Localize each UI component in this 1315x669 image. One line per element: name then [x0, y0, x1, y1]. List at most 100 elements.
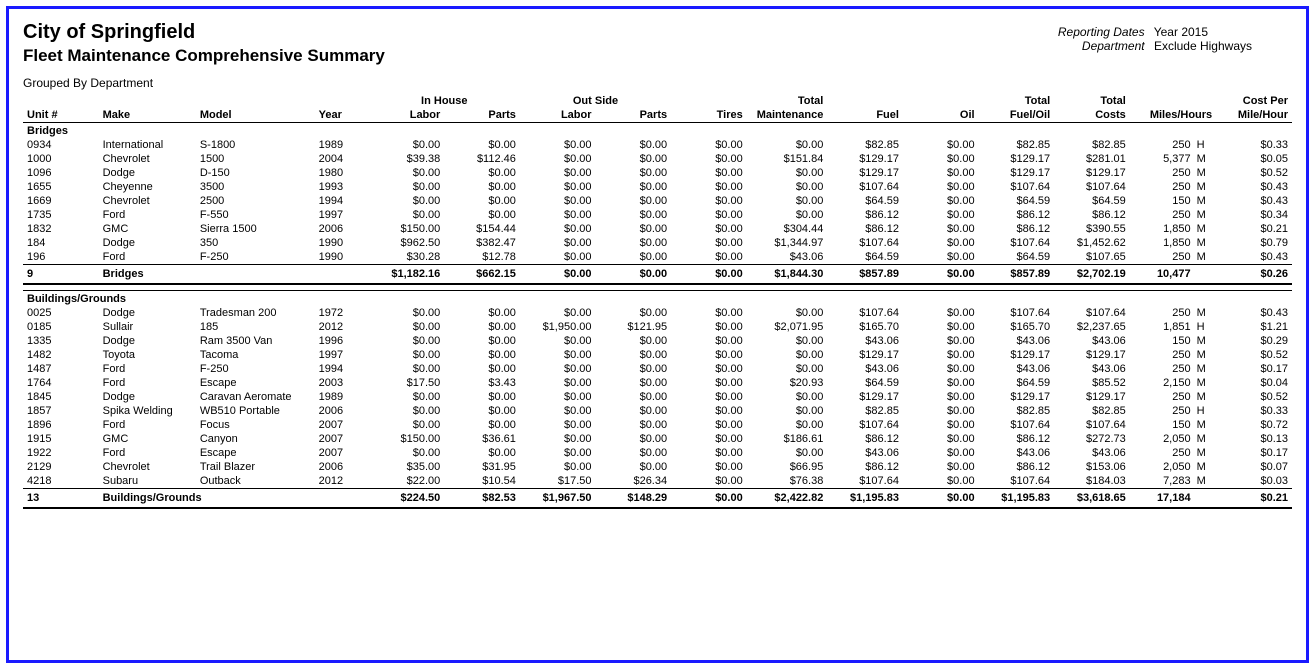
total_costs-cell: $153.06: [1054, 460, 1130, 474]
miles-cell: 5,377: [1130, 152, 1195, 166]
col-fuel: Fuel: [827, 108, 903, 123]
total_maint-cell: $0.00: [747, 404, 828, 418]
year-cell: 2006: [315, 404, 369, 418]
ih_parts-cell: $0.00: [444, 334, 520, 348]
miles-cell: 1,851: [1130, 320, 1195, 334]
unit-cell: 1000: [23, 152, 99, 166]
ih_parts-cell: $0.00: [444, 320, 520, 334]
os_labor-cell: $0.00: [520, 446, 596, 460]
unit-type-cell: M: [1195, 250, 1217, 265]
group-count: 13: [23, 488, 99, 508]
total_costs-cell: $43.06: [1054, 362, 1130, 376]
total_fueloil-cell: $86.12: [979, 460, 1055, 474]
make-cell: Toyota: [99, 348, 196, 362]
total_maint-cell: $0.00: [747, 166, 828, 180]
total_maint-cell: $20.93: [747, 376, 828, 390]
tires-cell: $0.00: [671, 166, 747, 180]
table-row: 4218SubaruOutback2012$22.00$10.54$17.50$…: [23, 474, 1292, 489]
miles-cell: 250: [1130, 362, 1195, 376]
miles-cell: 250: [1130, 250, 1195, 265]
os_parts-cell: $0.00: [596, 222, 672, 236]
col-oil: Oil: [903, 108, 979, 123]
table-row: 0025DodgeTradesman 2001972$0.00$0.00$0.0…: [23, 306, 1292, 320]
table-row: 1764FordEscape2003$17.50$3.43$0.00$0.00$…: [23, 376, 1292, 390]
cost-per-cell: $0.43: [1216, 306, 1292, 320]
total_maint-cell: $0.00: [747, 180, 828, 194]
ih_parts-cell: $10.54: [444, 474, 520, 489]
os_parts-cell: $0.00: [596, 236, 672, 250]
table-row: 1669Chevrolet25001994$0.00$0.00$0.00$0.0…: [23, 194, 1292, 208]
os_labor-cell: $0.00: [520, 334, 596, 348]
total_fueloil-cell: $64.59: [979, 194, 1055, 208]
ih_parts-cell: $382.47: [444, 236, 520, 250]
total-os_labor: $0.00: [520, 265, 596, 285]
group-total-name: Buildings/Grounds: [99, 488, 369, 508]
tires-cell: $0.00: [671, 194, 747, 208]
os_labor-cell: $0.00: [520, 348, 596, 362]
total-miles: 17,184: [1130, 488, 1195, 508]
total_fueloil-cell: $43.06: [979, 446, 1055, 460]
year-cell: 1997: [315, 208, 369, 222]
tires-cell: $0.00: [671, 334, 747, 348]
model-cell: Trail Blazer: [196, 460, 315, 474]
os_labor-cell: $0.00: [520, 250, 596, 265]
total_fueloil-cell: $107.64: [979, 418, 1055, 432]
total_fueloil-cell: $82.85: [979, 138, 1055, 152]
table-row: 1922FordEscape2007$0.00$0.00$0.00$0.00$0…: [23, 446, 1292, 460]
tires-cell: $0.00: [671, 390, 747, 404]
model-cell: D-150: [196, 166, 315, 180]
make-cell: Ford: [99, 418, 196, 432]
unit-type-cell: M: [1195, 236, 1217, 250]
total-ih_labor: $1,182.16: [369, 265, 445, 285]
make-cell: Cheyenne: [99, 180, 196, 194]
make-cell: GMC: [99, 432, 196, 446]
make-cell: Ford: [99, 208, 196, 222]
os_labor-cell: $0.00: [520, 236, 596, 250]
unit-type-cell: M: [1195, 348, 1217, 362]
make-cell: Dodge: [99, 236, 196, 250]
report-header: City of Springfield Fleet Maintenance Co…: [23, 21, 1292, 76]
total-total_fueloil: $1,195.83: [979, 488, 1055, 508]
oil-cell: $0.00: [903, 404, 979, 418]
cost-per-cell: $0.33: [1216, 138, 1292, 152]
unit-cell: 1922: [23, 446, 99, 460]
cost-per-cell: $0.72: [1216, 418, 1292, 432]
total-tires: $0.00: [671, 265, 747, 285]
model-cell: Sierra 1500: [196, 222, 315, 236]
total_fueloil-cell: $129.17: [979, 348, 1055, 362]
col-year: Year: [315, 108, 369, 123]
unit-type-cell: M: [1195, 194, 1217, 208]
fuel-cell: $64.59: [827, 376, 903, 390]
unit-cell: 1915: [23, 432, 99, 446]
tires-cell: $0.00: [671, 432, 747, 446]
total_costs-cell: $107.64: [1054, 418, 1130, 432]
oil-cell: $0.00: [903, 334, 979, 348]
miles-cell: 7,283: [1130, 474, 1195, 489]
year-cell: 1990: [315, 250, 369, 265]
model-cell: Escape: [196, 446, 315, 460]
grouped-by-label: Grouped By Department: [23, 76, 1292, 90]
total_maint-cell: $76.38: [747, 474, 828, 489]
table-row: 1482ToyotaTacoma1997$0.00$0.00$0.00$0.00…: [23, 348, 1292, 362]
make-cell: Dodge: [99, 390, 196, 404]
os_labor-cell: $0.00: [520, 376, 596, 390]
year-cell: 2012: [315, 474, 369, 489]
os_parts-cell: $121.95: [596, 320, 672, 334]
total-ih_labor: $224.50: [369, 488, 445, 508]
col-total-maint: Maintenance: [747, 108, 828, 123]
fuel-cell: $43.06: [827, 362, 903, 376]
total-os_parts: $0.00: [596, 265, 672, 285]
fuel-cell: $129.17: [827, 390, 903, 404]
model-cell: F-250: [196, 250, 315, 265]
year-cell: 2012: [315, 320, 369, 334]
ih_labor-cell: $0.00: [369, 208, 445, 222]
ih_parts-cell: $0.00: [444, 362, 520, 376]
os_labor-cell: $17.50: [520, 474, 596, 489]
col-miles-hours: Miles/Hours: [1130, 108, 1216, 123]
miles-cell: 250: [1130, 166, 1195, 180]
year-cell: 1996: [315, 334, 369, 348]
oil-cell: $0.00: [903, 376, 979, 390]
tires-cell: $0.00: [671, 404, 747, 418]
unit-cell: 1487: [23, 362, 99, 376]
model-cell: Outback: [196, 474, 315, 489]
